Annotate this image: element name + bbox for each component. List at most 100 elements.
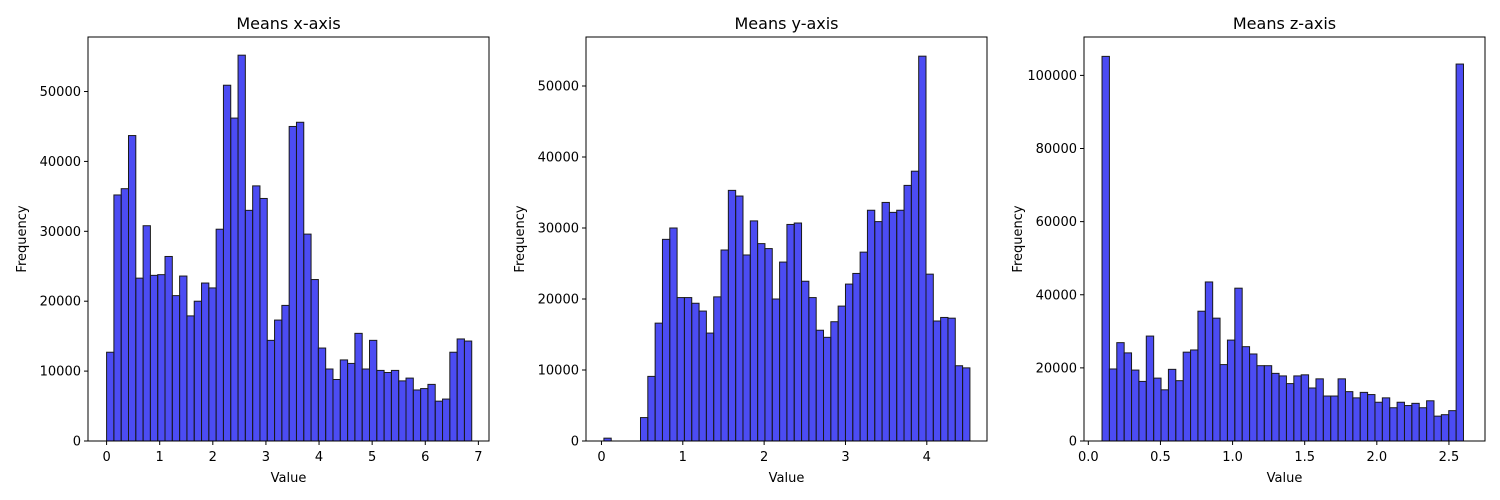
histogram-bar — [844, 283, 854, 442]
histogram-bar — [1300, 374, 1310, 442]
histogram-bar — [771, 298, 781, 442]
histogram-bar — [1116, 342, 1125, 442]
histogram-bar — [837, 305, 846, 442]
x-tick-label: 6 — [421, 450, 429, 465]
x-tick-label: 2.0 — [1366, 450, 1387, 465]
histogram-bar — [713, 296, 722, 442]
histogram-bar — [1219, 364, 1228, 442]
histogram-bar — [127, 135, 137, 442]
histogram-bar — [1359, 391, 1369, 442]
chart-title: Means x-axis — [236, 14, 340, 33]
histogram-bar — [157, 274, 166, 442]
x-tick-label: 1 — [156, 450, 164, 465]
histogram-bar — [1352, 397, 1361, 442]
histogram-bar — [639, 417, 649, 442]
histogram-bar — [940, 316, 949, 442]
histogram-bar — [1411, 402, 1420, 442]
axes-frame — [1083, 36, 1486, 442]
x-tick-label: 2 — [209, 450, 217, 465]
histogram-bar — [179, 275, 188, 442]
histogram-bar — [354, 332, 363, 442]
histogram-bar — [390, 369, 400, 442]
x-tick-label: 4 — [315, 450, 323, 465]
histogram-bar — [918, 55, 927, 442]
histogram-bar — [405, 377, 414, 442]
histogram-bar — [303, 233, 312, 442]
x-axis-label: Value — [271, 471, 307, 486]
x-tick-label: 7 — [474, 450, 482, 465]
histogram-bar — [874, 221, 883, 442]
x-axis-label: Value — [1267, 471, 1303, 486]
x-tick-label: 1.0 — [1222, 450, 1243, 465]
histogram-bar — [1131, 369, 1140, 442]
y-tick-label: 30000 — [538, 221, 579, 236]
histogram-bar — [1308, 387, 1317, 442]
histogram-bar — [113, 194, 122, 442]
histogram-bar — [1197, 310, 1206, 442]
y-tick-label: 50000 — [40, 85, 81, 100]
y-tick-label: 60000 — [1036, 215, 1077, 230]
histogram-bar — [764, 248, 773, 442]
histogram-bar — [347, 362, 356, 442]
histogram-bar — [1315, 378, 1324, 442]
y-tick-label: 0 — [73, 435, 81, 450]
histogram-bar — [823, 336, 832, 442]
histogram-bar — [1374, 401, 1383, 442]
histogram-bar — [1160, 389, 1169, 442]
histogram-bar — [1271, 372, 1280, 442]
x-tick-label: 2 — [760, 450, 768, 465]
y-axis-label: Frequency — [1011, 205, 1026, 272]
histogram-bar — [735, 195, 744, 442]
histogram-bar — [1153, 377, 1162, 442]
axes-frame — [87, 36, 490, 442]
histogram-bar — [705, 332, 715, 442]
histogram-bar — [954, 365, 964, 442]
histogram-bar — [1175, 380, 1184, 442]
histogram-bar — [266, 339, 276, 442]
histogram-bar — [1226, 339, 1236, 442]
y-tick-label: 30000 — [40, 225, 81, 240]
histogram-bar — [106, 351, 115, 442]
histogram-bar — [230, 117, 239, 442]
histogram-bar — [749, 220, 759, 442]
histogram-bar — [925, 273, 934, 442]
histogram-bar — [1344, 391, 1354, 442]
histogram-bar — [866, 209, 876, 442]
histogram-bar — [463, 340, 473, 442]
histogram-bar — [793, 222, 803, 442]
x-axis-label: Value — [769, 471, 805, 486]
histogram-bar — [808, 297, 817, 442]
histogram-bar — [332, 378, 341, 442]
histogram-bar — [888, 211, 898, 442]
histogram-bar — [171, 295, 181, 442]
histogram-bar — [201, 282, 210, 442]
histogram-bar — [698, 310, 707, 442]
histogram-bar — [852, 272, 861, 442]
x-tick-label: 0.0 — [1078, 450, 1099, 465]
histogram-bar — [1433, 415, 1442, 442]
histogram-bar — [1167, 368, 1177, 442]
histogram-bar — [786, 223, 795, 442]
histogram-bar — [259, 197, 268, 442]
x-tick-label: 5 — [368, 450, 376, 465]
histogram-bar — [815, 329, 825, 442]
histogram-bar — [801, 280, 810, 442]
x-tick-label: 1 — [679, 450, 687, 465]
histogram-bar — [1278, 375, 1287, 442]
chart-title: Means y-axis — [734, 14, 838, 33]
histogram-bar — [1182, 351, 1192, 442]
histogram-bar — [215, 228, 224, 442]
y-tick-label: 40000 — [40, 155, 81, 170]
y-tick-label: 20000 — [538, 292, 579, 307]
histogram-bar — [193, 300, 203, 442]
histogram-bar — [1256, 365, 1265, 442]
histogram-bar — [1322, 395, 1332, 442]
histogram-bar — [779, 261, 788, 442]
histogram-bar — [691, 302, 700, 442]
histogram-bar — [288, 125, 297, 442]
y-axis-label: Frequency — [15, 205, 30, 272]
y-tick-label: 50000 — [538, 79, 579, 94]
histogram-bar — [295, 121, 305, 442]
histogram-bar — [676, 297, 685, 442]
histogram-bar — [442, 398, 451, 442]
